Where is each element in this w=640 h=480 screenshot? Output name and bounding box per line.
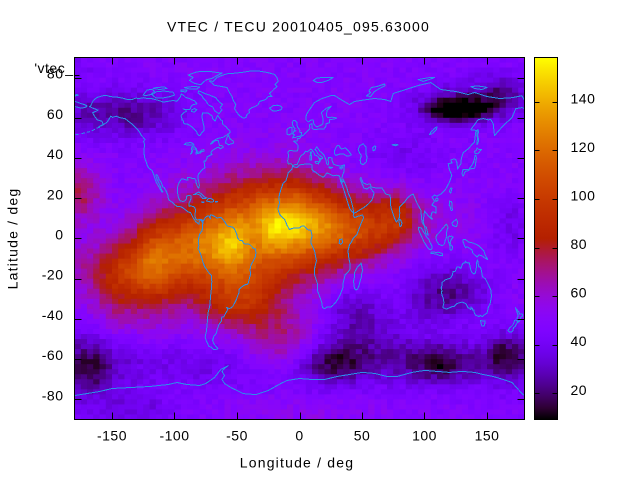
svg-text:20: 20 (571, 382, 588, 398)
svg-text:60: 60 (47, 106, 64, 122)
svg-text:150: 150 (475, 428, 500, 444)
svg-text:120: 120 (571, 139, 596, 155)
svg-text:VTEC / TECU 20010405_095.63000: VTEC / TECU 20010405_095.63000 (167, 19, 430, 35)
svg-text:40: 40 (47, 146, 64, 162)
svg-text:Latitude / deg: Latitude / deg (5, 188, 21, 290)
svg-text:100: 100 (571, 188, 596, 204)
svg-text:-20: -20 (42, 267, 64, 283)
svg-text:80: 80 (571, 236, 588, 252)
svg-text:Longitude / deg: Longitude / deg (240, 455, 355, 471)
svg-text:80: 80 (47, 66, 64, 82)
svg-text:0: 0 (295, 428, 303, 444)
svg-text:60: 60 (571, 285, 588, 301)
svg-text:-150: -150 (97, 428, 127, 444)
svg-text:-80: -80 (42, 387, 64, 403)
svg-text:-40: -40 (42, 307, 64, 323)
svg-text:-60: -60 (42, 347, 64, 363)
svg-text:20: 20 (47, 186, 64, 202)
svg-text:-50: -50 (226, 428, 248, 444)
svg-text:-100: -100 (159, 428, 189, 444)
svg-text:140: 140 (571, 90, 596, 106)
svg-text:0: 0 (55, 227, 63, 243)
svg-text:40: 40 (571, 333, 588, 349)
svg-text:100: 100 (412, 428, 437, 444)
svg-text:50: 50 (354, 428, 371, 444)
svg-text:'vtec_: 'vtec_ (34, 60, 73, 76)
